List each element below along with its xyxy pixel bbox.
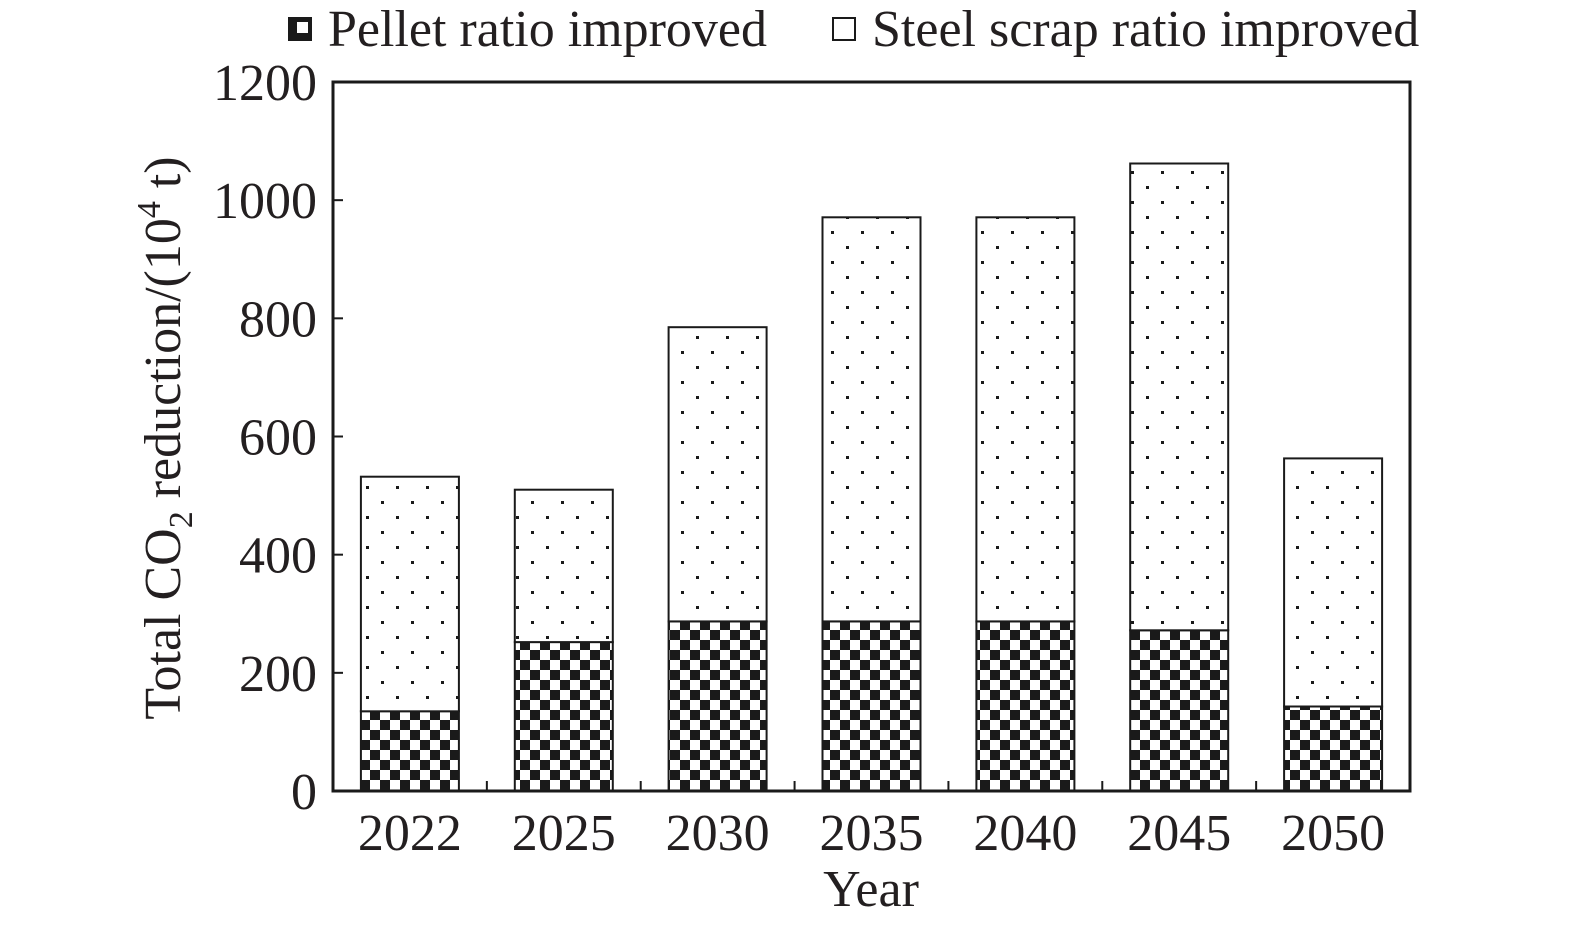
x-axis: 2022 2025 2030 2035 2040 2045 2050 [358, 781, 1385, 862]
x-tick-label-2040: 2040 [973, 805, 1077, 862]
y-axis-title-suffix: t) [135, 156, 192, 201]
x-tick-label-2025: 2025 [512, 805, 616, 862]
y-tick-label-800: 800 [239, 291, 317, 348]
bar-steel-scrap-2045 [1130, 164, 1228, 631]
x-tick-label-2022: 2022 [358, 805, 462, 862]
bar-steel-scrap-2035 [823, 217, 921, 621]
y-axis-title-prefix: Total CO [135, 528, 192, 719]
legend-swatch-pellet [289, 18, 311, 40]
bar-pellet-2025 [515, 642, 613, 791]
bar-pellet-2045 [1130, 630, 1228, 791]
legend-label-steel-scrap: Steel scrap ratio improved [872, 1, 1419, 58]
y-axis-title-middle: reduction/(10 [135, 218, 192, 511]
legend: Pellet ratio improved Steel scrap ratio … [289, 1, 1419, 58]
bar-steel-scrap-2050 [1284, 458, 1382, 706]
y-tick-label-400: 400 [239, 528, 317, 585]
bar-steel-scrap-2040 [976, 217, 1074, 621]
bar-steel-scrap-2025 [515, 490, 613, 642]
bar-pellet-2022 [361, 711, 459, 791]
y-tick-label-200: 200 [239, 646, 317, 703]
x-tick-label-2035: 2035 [820, 805, 924, 862]
bar-pellet-2040 [976, 621, 1074, 791]
x-axis-title: Year [823, 861, 919, 918]
y-tick-label-1200: 1200 [213, 55, 317, 112]
bar-pellet-2035 [823, 621, 921, 791]
y-axis-title: Total CO2 reduction/(104 t) [131, 156, 200, 719]
y-axis-title-superscript: 4 [131, 201, 168, 218]
bar-pellet-2050 [1284, 707, 1382, 792]
x-tick-label-2045: 2045 [1127, 805, 1231, 862]
y-tick-label-1000: 1000 [213, 173, 317, 230]
x-tick-label-2050: 2050 [1281, 805, 1385, 862]
legend-swatch-steel-scrap [833, 18, 855, 40]
bar-steel-scrap-2030 [669, 327, 767, 621]
bar-pellet-2030 [669, 621, 767, 791]
bar-steel-scrap-2022 [361, 477, 459, 712]
y-axis-title-subscript: 2 [163, 511, 200, 528]
y-tick-label-600: 600 [239, 410, 317, 467]
stacked-bar-chart: Pellet ratio improved Steel scrap ratio … [0, 0, 1575, 928]
y-tick-label-0: 0 [291, 764, 317, 821]
y-axis: 0 200 400 600 800 1000 1200 [213, 55, 343, 821]
legend-label-pellet: Pellet ratio improved [328, 1, 767, 58]
bars-group [361, 164, 1382, 792]
x-tick-label-2030: 2030 [666, 805, 770, 862]
